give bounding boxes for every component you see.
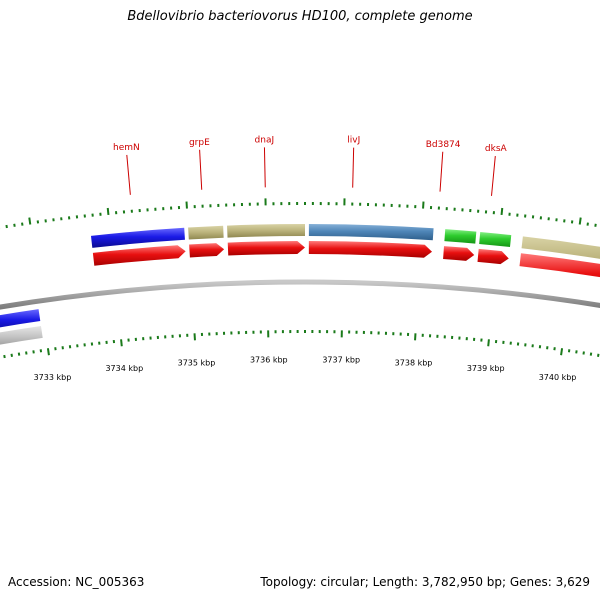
scale-label: 3736 kbp xyxy=(250,355,288,364)
feature-Bd3874[interactable] xyxy=(444,229,477,244)
gene-label-grpE[interactable]: grpE xyxy=(189,138,210,148)
tick-mark xyxy=(560,348,564,356)
tick-marks xyxy=(0,198,600,359)
feature-dnaJ[interactable] xyxy=(227,224,305,238)
scale-label: 3734 kbp xyxy=(105,364,143,373)
gene-features xyxy=(0,224,600,349)
gene-label-dksA[interactable]: dksA xyxy=(485,144,508,154)
feature-dksA[interactable] xyxy=(479,231,512,248)
cds-arrow-livJ[interactable] xyxy=(308,241,433,258)
scale-labels: 3733 kbp 3734 kbp 3735 kbp 3736 kbp 3737 kbp… xyxy=(34,355,577,382)
gene-label-leader xyxy=(439,151,444,192)
gene-label-leader xyxy=(263,147,266,188)
cds-arrow-lon[interactable] xyxy=(519,253,600,299)
tick-mark xyxy=(578,217,582,225)
scale-label: 3737 kbp xyxy=(322,355,360,364)
gene-label-livJ[interactable]: livJ xyxy=(347,136,360,146)
tick-mark xyxy=(46,348,50,356)
gene-label-leader xyxy=(199,149,203,190)
tick-mark xyxy=(487,339,490,347)
reverse-feature-blue[interactable] xyxy=(0,309,41,332)
tick-mark xyxy=(500,207,504,216)
feature-lon[interactable] xyxy=(521,236,600,283)
cds-arrow-dnaJ[interactable] xyxy=(227,241,305,256)
gene-label-leader xyxy=(491,156,496,196)
scale-label: 3738 kbp xyxy=(395,358,433,367)
gene-label-leader xyxy=(352,147,355,188)
cds-arrow-dksA[interactable] xyxy=(477,248,509,265)
reverse-feature-grey[interactable] xyxy=(0,326,43,349)
map-title: Bdellovibrio bacteriovorus HD100, comple… xyxy=(127,9,473,24)
gene-labels: hemNgrpEdnaJlivJBd3874dksAlon xyxy=(113,135,508,196)
scale-label: 3735 kbp xyxy=(178,358,216,367)
scale-label: 3733 kbp xyxy=(34,373,72,382)
backbone-arc xyxy=(0,279,600,310)
cds-arrow-grpE[interactable] xyxy=(189,243,225,258)
feature-hemN[interactable] xyxy=(90,227,185,248)
tick-mark xyxy=(106,207,110,216)
gene-label-dnaJ[interactable]: dnaJ xyxy=(255,135,275,145)
tick-mark xyxy=(28,217,32,225)
feature-livJ[interactable] xyxy=(308,224,434,241)
topology-text: Topology: circular; Length: 3,782,950 bp… xyxy=(260,575,590,589)
gene-label-hemN[interactable]: hemN xyxy=(113,143,140,153)
gene-label-Bd3874[interactable]: Bd3874 xyxy=(426,140,461,150)
feature-grpE[interactable] xyxy=(188,225,224,240)
cds-arrow-hemN[interactable] xyxy=(92,245,186,266)
genome-backbone xyxy=(0,279,600,310)
scale-label: 3740 kbp xyxy=(539,373,577,382)
tick-mark xyxy=(120,339,123,347)
accession-text: Accession: NC_005363 xyxy=(8,575,145,589)
scale-label: 3739 kbp xyxy=(467,364,505,373)
cds-arrow-Bd3874[interactable] xyxy=(443,246,475,261)
gene-label-leader xyxy=(126,154,131,195)
